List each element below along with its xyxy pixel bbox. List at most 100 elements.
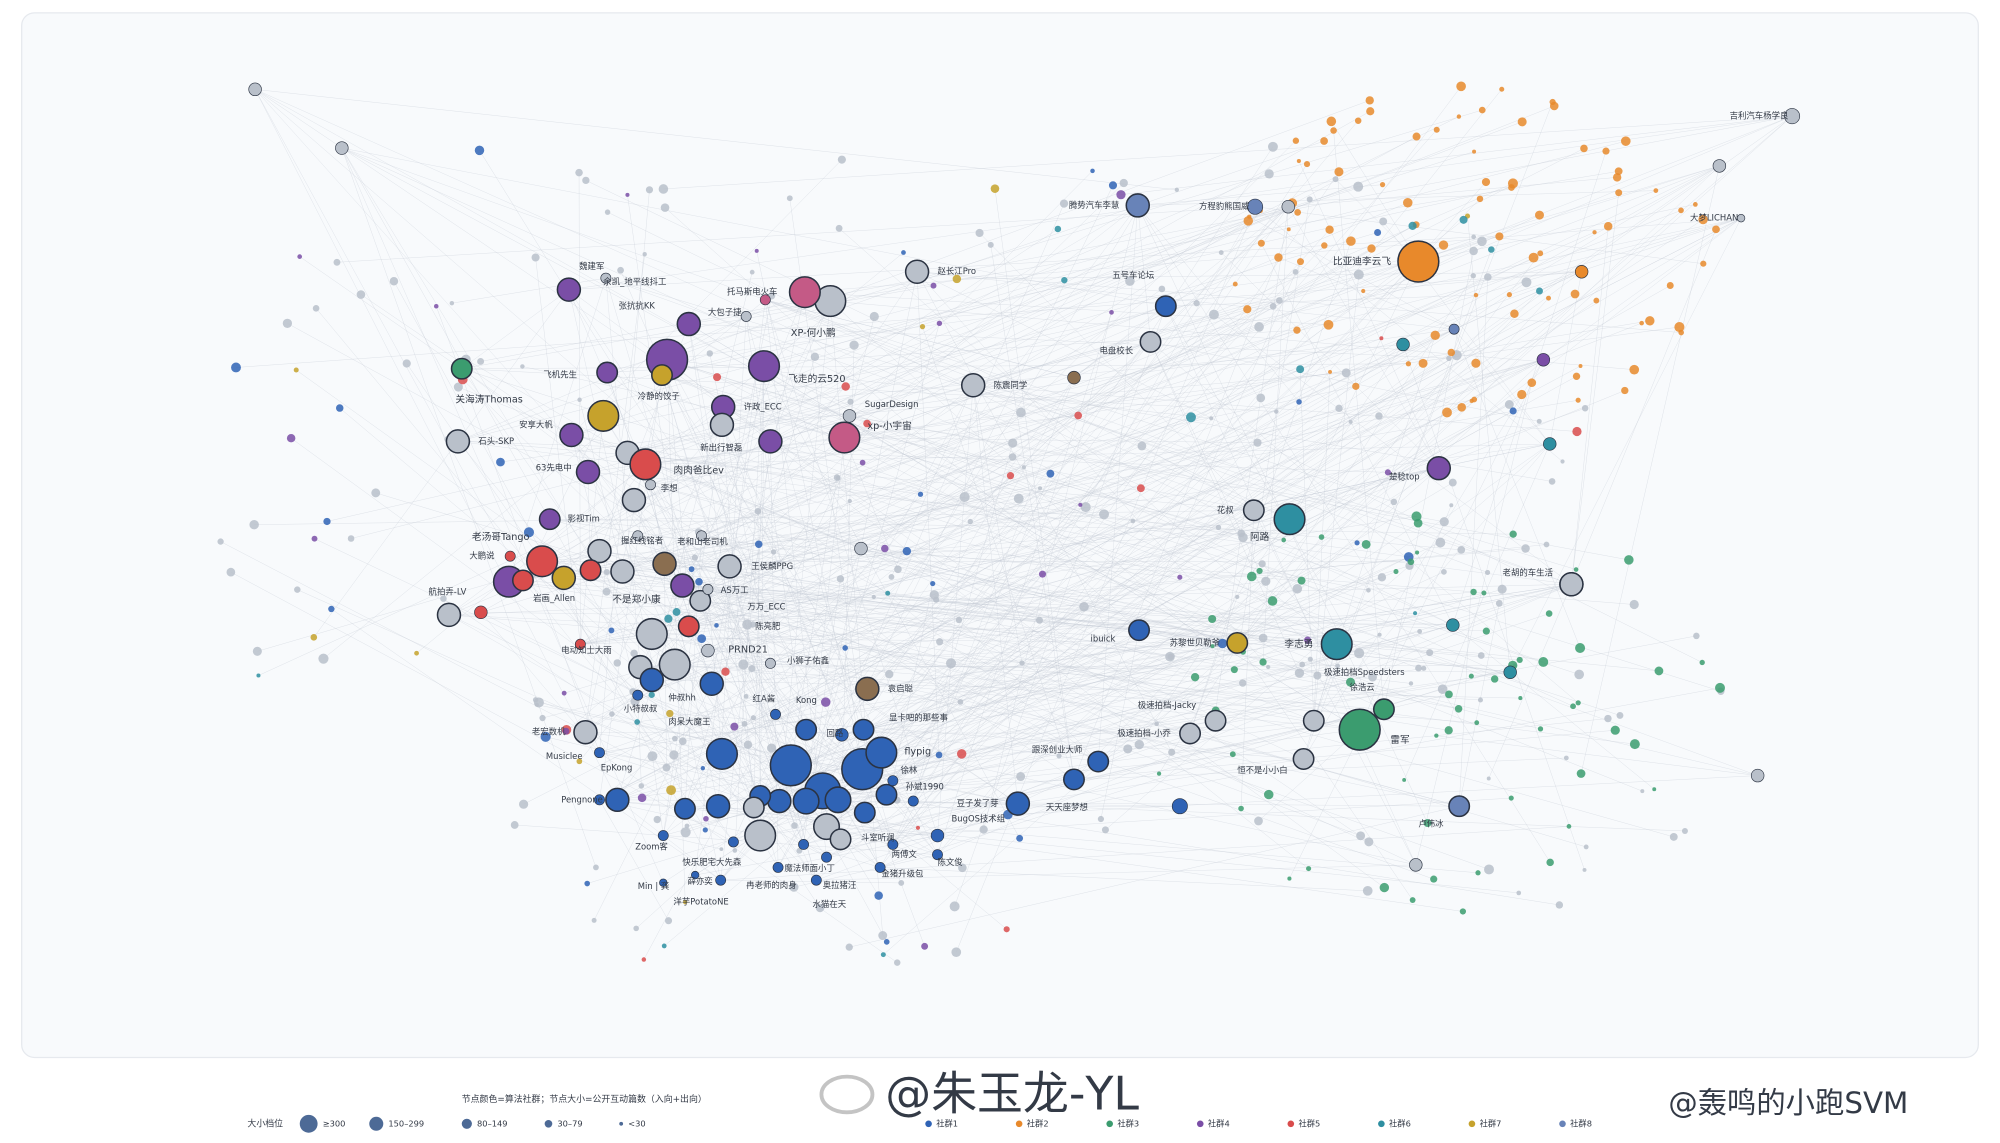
minor-node bbox=[1447, 348, 1456, 357]
edge bbox=[578, 172, 581, 645]
edge bbox=[720, 879, 902, 884]
node bbox=[747, 350, 781, 383]
minor-node bbox=[1367, 244, 1376, 253]
node-label: 大包子捷 bbox=[708, 307, 742, 317]
minor-node bbox=[433, 303, 439, 309]
minor-node bbox=[1470, 588, 1477, 596]
edge bbox=[568, 289, 894, 781]
node bbox=[715, 874, 727, 886]
minor-node bbox=[1593, 297, 1600, 304]
edge bbox=[254, 510, 1254, 525]
minor-node bbox=[1536, 418, 1542, 424]
node bbox=[1338, 708, 1381, 751]
minor-node bbox=[1123, 744, 1133, 754]
node-label: 腾势汽车李慧 bbox=[1069, 200, 1119, 210]
node bbox=[887, 839, 899, 850]
minor-node bbox=[921, 942, 929, 950]
edge bbox=[341, 147, 664, 883]
node-label: 关海涛Thomas bbox=[455, 392, 522, 405]
minor-node bbox=[789, 882, 799, 892]
node-label: 薛亦奕 bbox=[688, 876, 714, 886]
edge bbox=[887, 341, 1151, 594]
edge bbox=[973, 385, 1577, 432]
minor-node bbox=[440, 595, 447, 602]
minor-node bbox=[318, 653, 329, 664]
minor-node bbox=[1478, 106, 1486, 114]
minor-node bbox=[1402, 778, 1407, 782]
edge bbox=[571, 434, 1369, 591]
edge bbox=[637, 535, 1099, 762]
node bbox=[705, 793, 731, 819]
edge bbox=[627, 452, 1314, 721]
node bbox=[1067, 370, 1081, 385]
minor-node bbox=[1484, 569, 1491, 576]
edge bbox=[580, 271, 1582, 645]
edge bbox=[650, 484, 1213, 647]
minor-node bbox=[1021, 465, 1026, 470]
node-label: 阿路 bbox=[1250, 530, 1270, 543]
edge bbox=[1571, 192, 1619, 585]
minor-node bbox=[1449, 503, 1454, 508]
minor-node bbox=[477, 357, 485, 365]
edge bbox=[1073, 212, 1298, 378]
minor-node bbox=[666, 785, 677, 796]
edge bbox=[674, 664, 1360, 730]
minor-node bbox=[898, 880, 905, 886]
minor-node bbox=[936, 638, 944, 646]
edge bbox=[542, 386, 1356, 562]
minor-node bbox=[1560, 459, 1565, 464]
minor-node bbox=[1054, 225, 1062, 233]
minor-node bbox=[767, 743, 777, 753]
minor-node bbox=[842, 645, 848, 651]
edge bbox=[916, 271, 1269, 668]
minor-node bbox=[1353, 269, 1364, 280]
minor-node bbox=[664, 614, 673, 623]
minor-node bbox=[987, 241, 994, 248]
edge bbox=[522, 580, 734, 843]
node-label: 安享大帆 bbox=[519, 419, 553, 429]
watermark-text: @轰鸣的小跑SVM bbox=[1668, 1086, 1908, 1120]
node bbox=[1292, 748, 1315, 770]
node bbox=[645, 479, 656, 491]
edge bbox=[587, 305, 1166, 473]
edge bbox=[341, 147, 1574, 707]
edge bbox=[1303, 644, 1337, 760]
node bbox=[767, 788, 792, 814]
minor-node bbox=[1296, 399, 1302, 405]
edge bbox=[1298, 160, 1439, 469]
minor-node bbox=[1108, 181, 1118, 190]
minor-node bbox=[1495, 599, 1503, 607]
minor-node bbox=[539, 714, 546, 722]
edge bbox=[448, 614, 1196, 678]
minor-node bbox=[1537, 726, 1544, 732]
minor-node bbox=[1013, 493, 1024, 504]
edge bbox=[254, 89, 524, 581]
minor-node bbox=[1471, 234, 1477, 240]
edge bbox=[682, 585, 842, 735]
node-label: 水猫在天 bbox=[813, 899, 847, 909]
minor-node bbox=[1059, 199, 1069, 208]
node bbox=[657, 830, 669, 841]
edge bbox=[636, 874, 696, 929]
node-label: 岩画_Allen bbox=[533, 593, 575, 603]
edge bbox=[1255, 206, 1704, 264]
edge bbox=[599, 217, 1742, 801]
edge bbox=[753, 285, 1671, 808]
edge bbox=[1313, 101, 1553, 721]
edge bbox=[973, 385, 1572, 585]
edge bbox=[1137, 190, 1656, 206]
node bbox=[600, 272, 612, 284]
minor-node bbox=[1699, 659, 1705, 666]
minor-node bbox=[1504, 400, 1514, 409]
edge bbox=[790, 642, 1240, 766]
minor-node bbox=[1267, 596, 1278, 606]
edge bbox=[663, 115, 1793, 190]
edge bbox=[605, 278, 641, 668]
minor-node bbox=[625, 192, 630, 197]
minor-node bbox=[1580, 144, 1588, 153]
minor-node bbox=[1003, 926, 1010, 933]
minor-node bbox=[820, 697, 831, 707]
edge bbox=[688, 214, 1540, 627]
edge bbox=[633, 499, 761, 797]
edge bbox=[756, 250, 863, 770]
